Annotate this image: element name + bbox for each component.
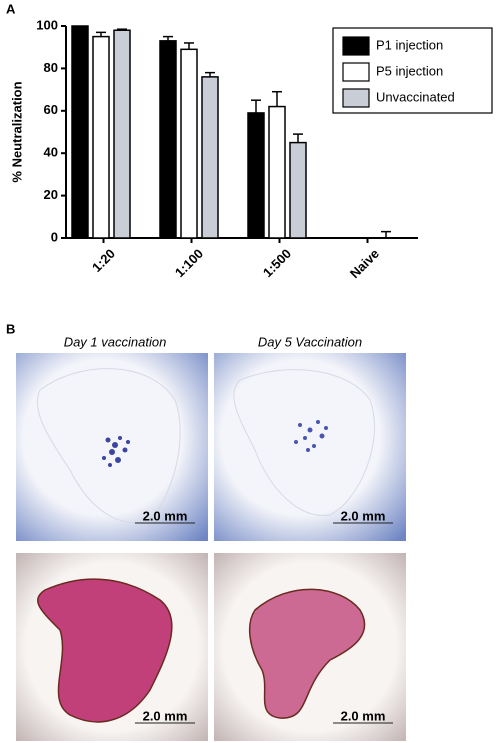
legend-swatch — [342, 88, 370, 108]
y-tick-label: 100 — [36, 17, 58, 32]
column-label: Day 5 Vaccination — [258, 334, 362, 349]
bar — [92, 35, 110, 239]
x-tick-label: 1:500 — [260, 246, 294, 280]
micrograph — [16, 553, 208, 741]
micrograph — [214, 353, 406, 541]
legend-swatch — [342, 62, 370, 82]
y-tick-label: 0 — [51, 229, 58, 244]
bar — [113, 29, 131, 239]
scale-bar-label: 2.0 mm — [143, 508, 188, 523]
legend-label: P5 injection — [376, 63, 443, 78]
y-tick-label: 60 — [44, 102, 58, 117]
scale-bar-label: 2.0 mm — [341, 508, 386, 523]
bar — [268, 105, 286, 239]
legend-swatch — [342, 36, 370, 56]
y-tick-label: 40 — [44, 145, 58, 160]
bar — [201, 76, 219, 239]
bar — [159, 40, 177, 239]
bar — [289, 141, 307, 239]
x-tick-label: 1:100 — [172, 246, 206, 280]
scale-bar-label: 2.0 mm — [143, 708, 188, 723]
column-label: Day 1 vaccination — [64, 334, 167, 349]
legend-label: P1 injection — [376, 37, 443, 52]
bar — [71, 25, 89, 239]
bar — [247, 112, 265, 239]
micrograph — [214, 553, 406, 741]
panel-label: A — [6, 1, 16, 16]
y-tick-label: 80 — [44, 60, 58, 75]
micrograph — [16, 353, 208, 541]
panel-label: B — [6, 321, 15, 336]
scale-bar-label: 2.0 mm — [341, 708, 386, 723]
bar — [180, 48, 198, 239]
y-tick-label: 20 — [44, 187, 58, 202]
y-axis-label: % Neutralization — [9, 81, 24, 182]
x-tick-label: Naive — [347, 246, 382, 281]
x-tick-label: 1:20 — [89, 246, 118, 275]
legend-label: Unvaccinated — [376, 89, 455, 104]
